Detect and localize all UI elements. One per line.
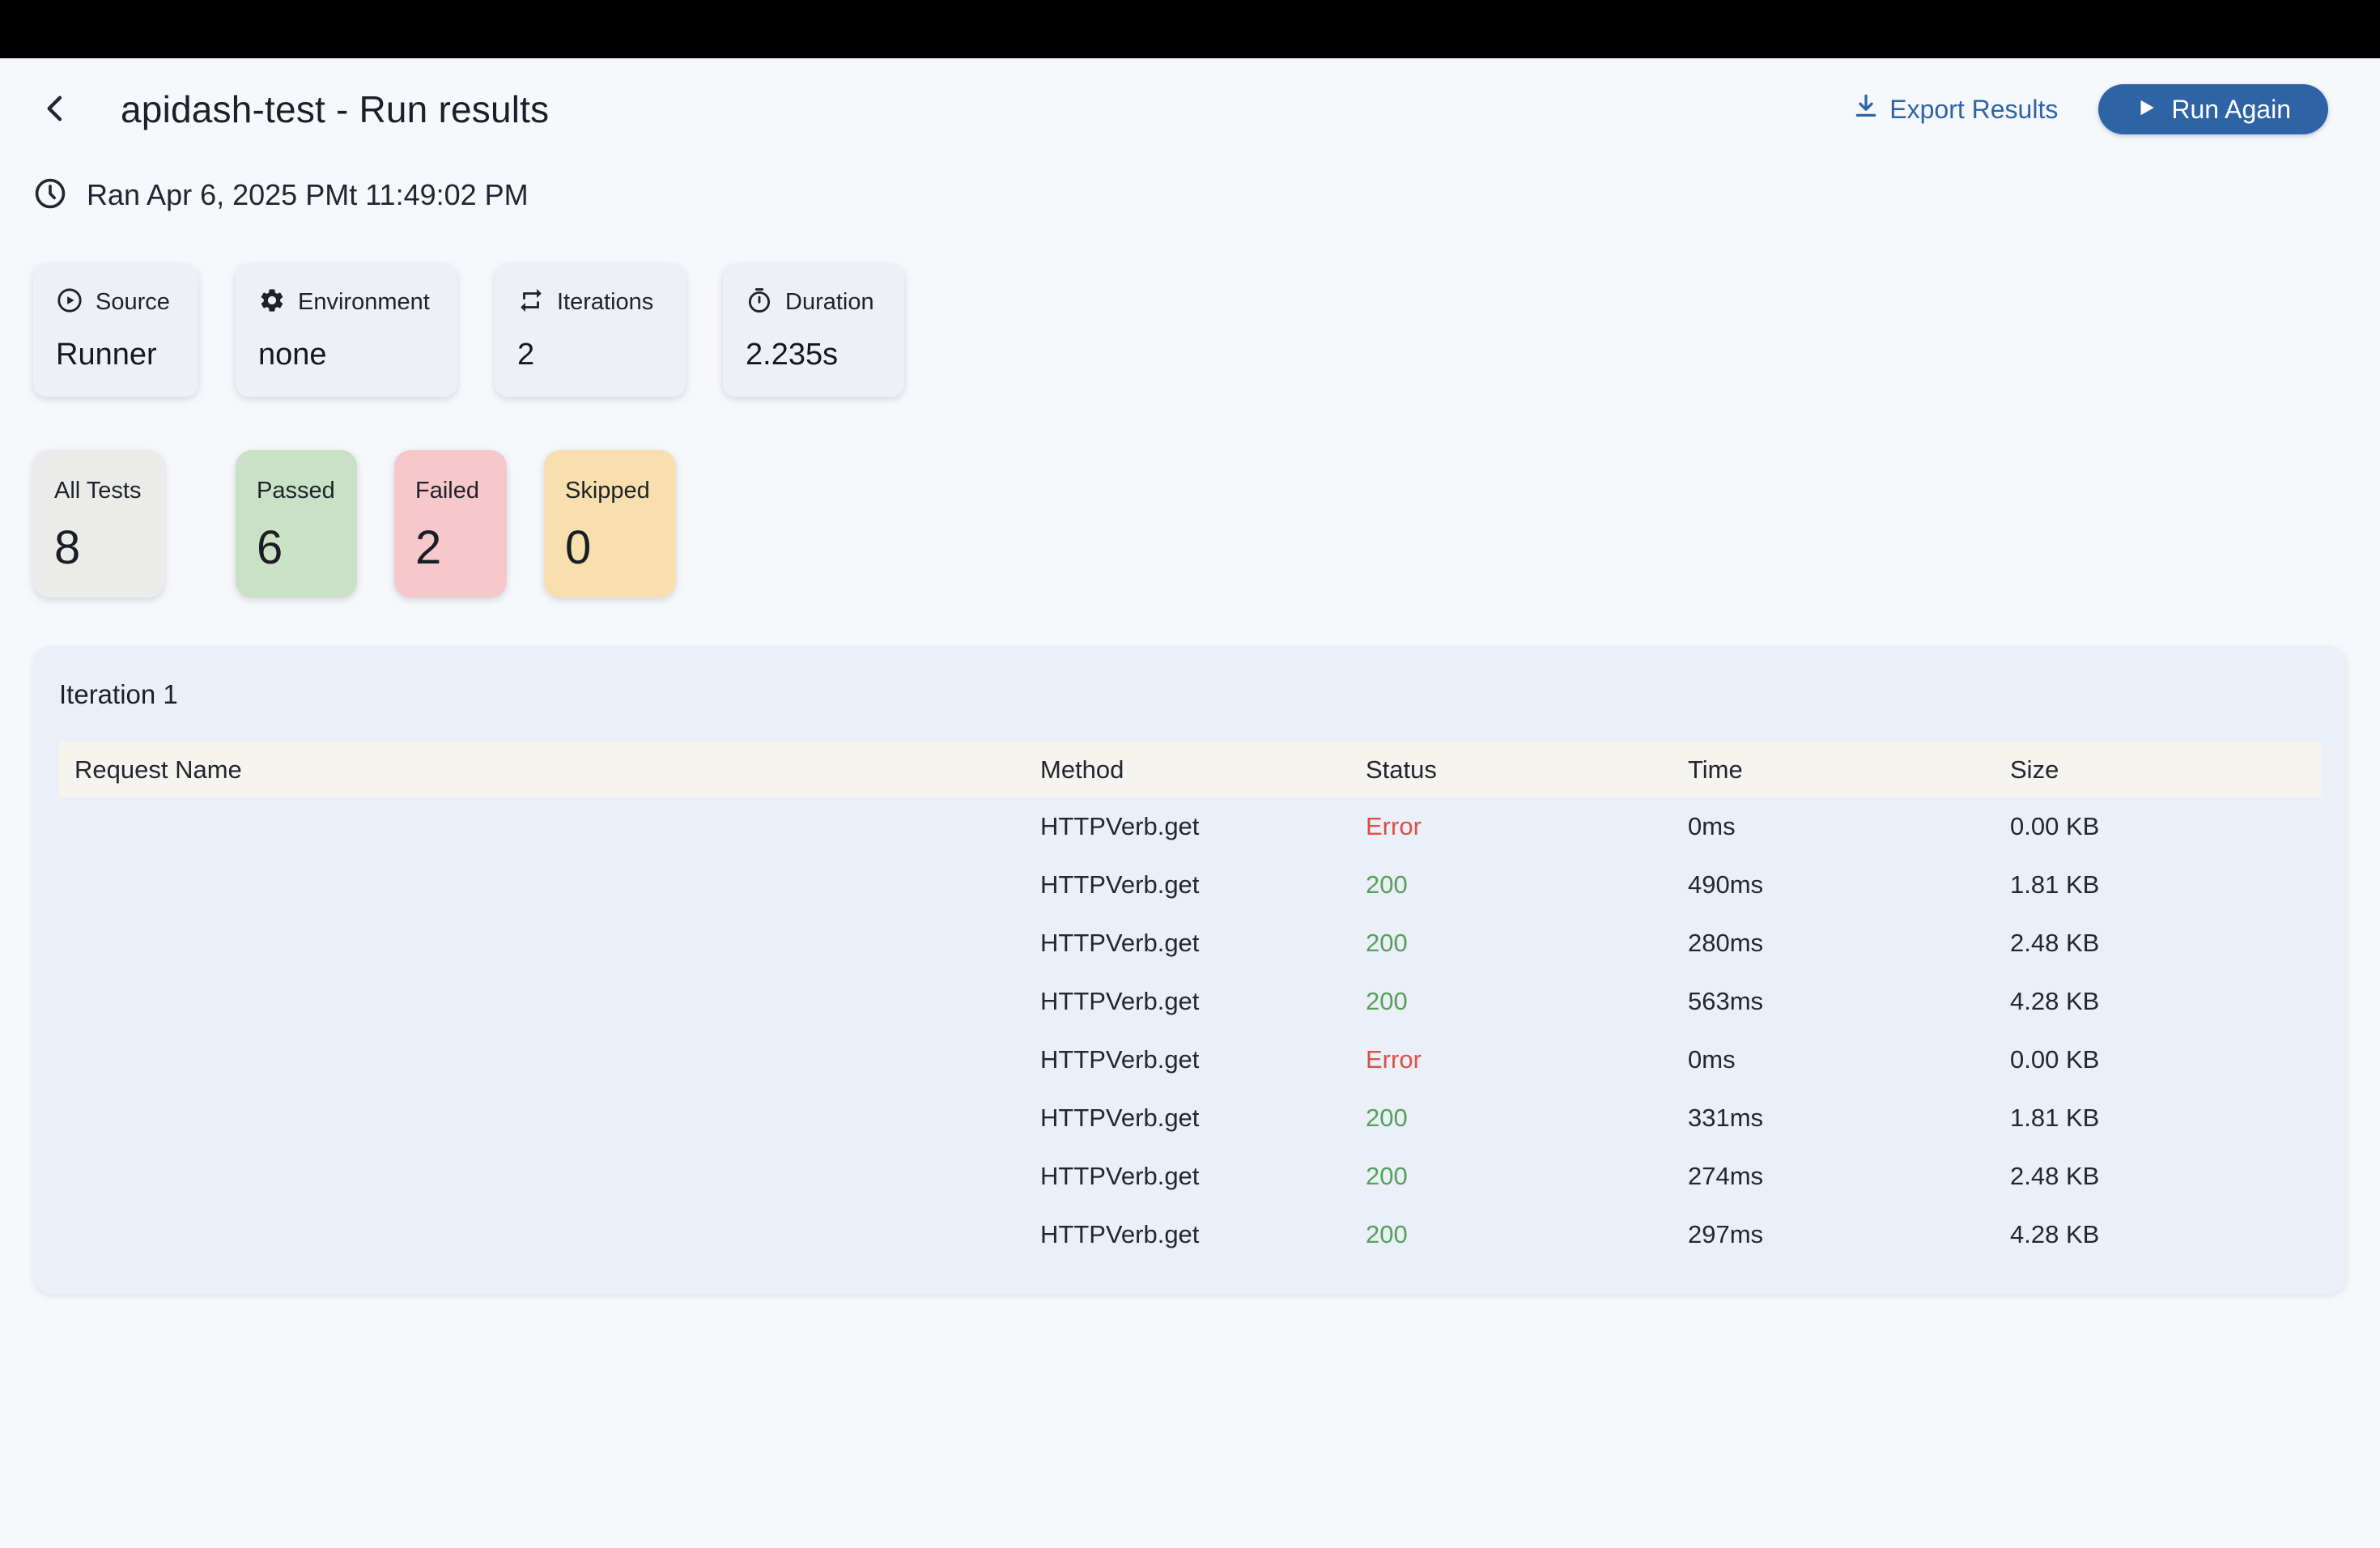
method-cell: HTTPVerb.get	[1040, 929, 1200, 957]
table-row[interactable]: HTTPVerb.get Error 0ms 0.00 KB	[59, 1031, 2321, 1089]
stat-card-failed-label: Failed	[415, 478, 479, 504]
test-stat-cards: All Tests 8 Passed 6 Failed 2 Skipped 0	[33, 450, 2347, 598]
stat-card-passed-value: 6	[257, 521, 283, 574]
export-results-button[interactable]: Export Results	[1852, 92, 2058, 126]
results-table-body: HTTPVerb.get Error 0ms 0.00 KB HTTPVerb.…	[59, 797, 2321, 1264]
time-cell: 280ms	[1688, 929, 1764, 957]
time-cell: 331ms	[1688, 1104, 1764, 1132]
download-icon	[1852, 92, 1880, 126]
gear-icon	[258, 287, 286, 318]
stat-card-all-tests-label: All Tests	[54, 478, 142, 504]
results-table-header: Request Name Method Status Time Size	[59, 742, 2321, 797]
method-cell: HTTPVerb.get	[1040, 1104, 1200, 1132]
stat-card-all-tests-value: 8	[54, 521, 81, 574]
results-table: Request Name Method Status Time Size HTT…	[59, 742, 2321, 1264]
table-row[interactable]: HTTPVerb.get 200 297ms 4.28 KB	[59, 1206, 2321, 1264]
stat-card-failed[interactable]: Failed 2	[394, 450, 507, 598]
info-card-iterations-header: Iterations	[517, 287, 663, 318]
iteration-title: Iteration 1	[59, 679, 178, 709]
stat-card-skipped-value: 0	[565, 521, 592, 574]
info-card-duration-value: 2.235s	[746, 338, 839, 372]
status-cell: 200	[1366, 1162, 1408, 1190]
column-header-request-name: Request Name	[74, 755, 242, 784]
status-cell: 200	[1366, 870, 1408, 899]
status-cell: 200	[1366, 987, 1408, 1015]
stat-card-skipped[interactable]: Skipped 0	[544, 450, 676, 598]
table-row[interactable]: HTTPVerb.get 200 490ms 1.81 KB	[59, 856, 2321, 914]
run-again-button[interactable]: Run Again	[2098, 84, 2328, 134]
repeat-icon	[517, 287, 545, 318]
clock-icon	[33, 176, 67, 215]
size-cell: 4.28 KB	[2010, 987, 2100, 1015]
info-card-environment-value: none	[258, 338, 327, 372]
status-cell: Error	[1366, 1045, 1422, 1074]
size-cell: 2.48 KB	[2010, 929, 2100, 957]
size-cell: 0.00 KB	[2010, 812, 2100, 840]
size-cell: 0.00 KB	[2010, 1045, 2100, 1074]
back-button[interactable]	[33, 87, 79, 132]
status-cell: Error	[1366, 812, 1422, 840]
top-black-bar	[0, 0, 2380, 58]
run-timestamp-text: Ran Apr 6, 2025 PMt 11:49:02 PM	[87, 178, 529, 211]
info-card-environment: Environment none	[236, 264, 457, 397]
info-card-duration-header: Duration	[746, 287, 882, 318]
time-cell: 0ms	[1688, 1045, 1736, 1074]
stat-card-all-tests[interactable]: All Tests 8	[33, 450, 164, 598]
column-header-status: Status	[1366, 755, 1437, 784]
column-header-size: Size	[2010, 755, 2059, 784]
stat-card-failed-value: 2	[415, 521, 442, 574]
run-again-label: Run Again	[2171, 94, 2291, 124]
info-card-source: Source Runner	[33, 264, 198, 397]
table-row[interactable]: HTTPVerb.get 200 274ms 2.48 KB	[59, 1147, 2321, 1206]
page-title: apidash-test - Run results	[121, 88, 550, 130]
stopwatch-icon	[746, 287, 773, 318]
table-row[interactable]: HTTPVerb.get 200 563ms 4.28 KB	[59, 972, 2321, 1031]
play-icon	[2136, 95, 2157, 125]
method-cell: HTTPVerb.get	[1040, 1220, 1200, 1248]
table-row[interactable]: HTTPVerb.get 200 280ms 2.48 KB	[59, 914, 2321, 972]
info-card-source-label: Source	[96, 289, 170, 315]
info-card-source-value: Runner	[56, 338, 157, 372]
info-card-iterations: Iterations 2	[495, 264, 686, 397]
info-card-iterations-value: 2	[517, 338, 535, 372]
info-card-source-header: Source	[56, 287, 176, 318]
stat-card-passed[interactable]: Passed 6	[236, 450, 357, 598]
status-cell: 200	[1366, 929, 1408, 957]
method-cell: HTTPVerb.get	[1040, 987, 1200, 1015]
column-header-time: Time	[1688, 755, 1743, 784]
export-results-label: Export Results	[1889, 94, 2059, 124]
status-cell: 200	[1366, 1220, 1408, 1248]
column-header-method: Method	[1040, 755, 1124, 784]
play-circle-icon	[56, 287, 83, 318]
size-cell: 1.81 KB	[2010, 870, 2100, 899]
time-cell: 274ms	[1688, 1162, 1764, 1190]
iteration-panel: Iteration 1 Request Name Method Status T…	[33, 646, 2347, 1295]
stat-card-skipped-label: Skipped	[565, 478, 650, 504]
time-cell: 0ms	[1688, 812, 1736, 840]
app-header: apidash-test - Run results Export Result…	[33, 81, 2347, 138]
time-cell: 490ms	[1688, 870, 1764, 899]
table-row[interactable]: HTTPVerb.get 200 331ms 1.81 KB	[59, 1089, 2321, 1147]
info-card-environment-header: Environment	[258, 287, 435, 318]
stat-card-passed-label: Passed	[257, 478, 335, 504]
run-info-cards: Source Runner Environment none Iteration…	[33, 264, 2347, 397]
run-timestamp: Ran Apr 6, 2025 PMt 11:49:02 PM	[33, 176, 2347, 214]
info-card-environment-label: Environment	[298, 289, 430, 315]
chevron-left-icon	[40, 92, 72, 127]
status-cell: 200	[1366, 1104, 1408, 1132]
method-cell: HTTPVerb.get	[1040, 1162, 1200, 1190]
table-row[interactable]: HTTPVerb.get Error 0ms 0.00 KB	[59, 797, 2321, 856]
size-cell: 1.81 KB	[2010, 1104, 2100, 1132]
method-cell: HTTPVerb.get	[1040, 870, 1200, 899]
method-cell: HTTPVerb.get	[1040, 812, 1200, 840]
time-cell: 297ms	[1688, 1220, 1764, 1248]
method-cell: HTTPVerb.get	[1040, 1045, 1200, 1074]
info-card-duration-label: Duration	[785, 289, 874, 315]
time-cell: 563ms	[1688, 987, 1764, 1015]
size-cell: 2.48 KB	[2010, 1162, 2100, 1190]
info-card-iterations-label: Iterations	[557, 289, 654, 315]
info-card-duration: Duration 2.235s	[723, 264, 904, 397]
run-results-page: apidash-test - Run results Export Result…	[0, 81, 2380, 1295]
size-cell: 4.28 KB	[2010, 1220, 2100, 1248]
